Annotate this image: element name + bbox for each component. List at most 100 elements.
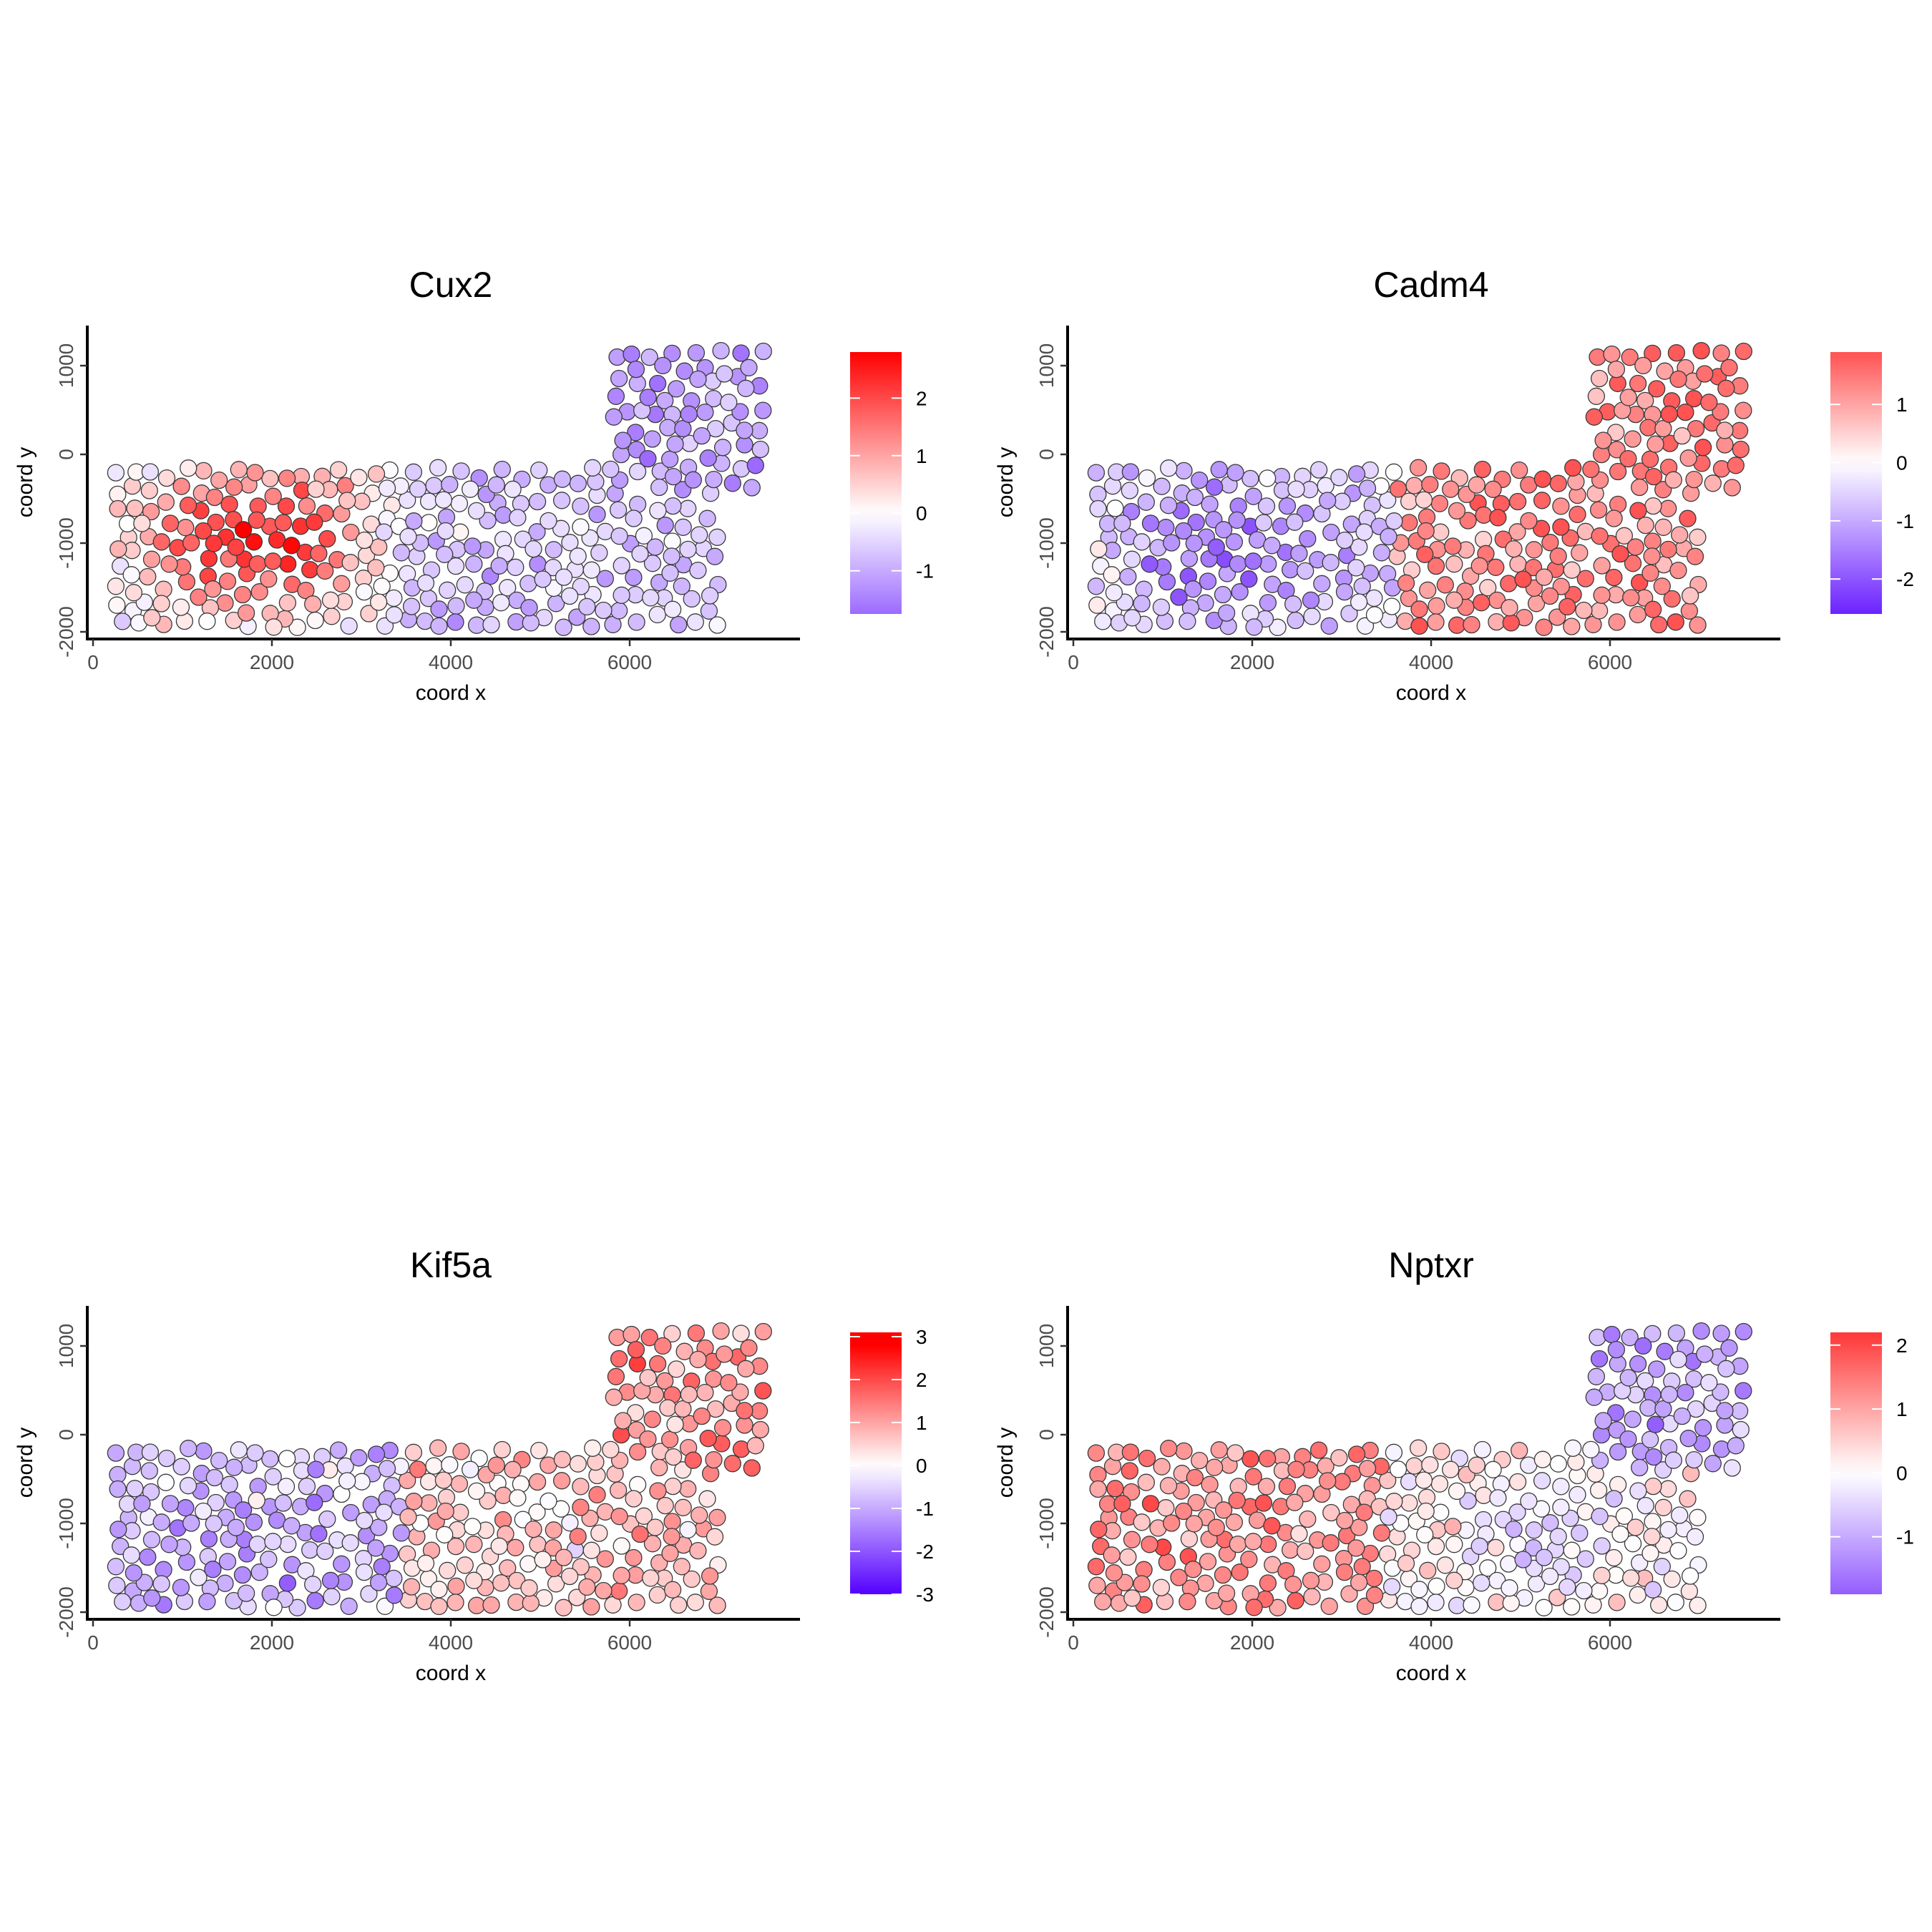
data-point: [1254, 514, 1273, 532]
data-point: [1088, 1576, 1106, 1594]
data-point: [1205, 478, 1224, 496]
data-point: [520, 1579, 538, 1597]
data-point: [1669, 561, 1687, 580]
data-point: [1533, 1450, 1552, 1468]
data-point: [1380, 527, 1397, 546]
data-point: [1157, 519, 1175, 537]
data-point: [1720, 358, 1738, 376]
data-point: [274, 1494, 293, 1512]
data-point: [1589, 1328, 1606, 1347]
data-point: [108, 596, 126, 614]
data-point: [207, 513, 225, 532]
data-point: [743, 1459, 761, 1477]
data-point: [1257, 1478, 1276, 1496]
data-point: [494, 530, 512, 549]
data-point: [353, 1473, 371, 1491]
data-point: [452, 1503, 469, 1521]
data-point: [1428, 597, 1445, 615]
data-point: [1686, 1528, 1704, 1546]
data-point: [674, 419, 692, 438]
data-point: [265, 618, 283, 636]
data-point: [679, 1521, 697, 1539]
data-point: [1591, 527, 1609, 545]
data-point: [754, 1382, 772, 1400]
data-point: [732, 1440, 751, 1458]
data-point: [1509, 1536, 1527, 1553]
points: [1087, 341, 1752, 636]
data-point: [1087, 1558, 1106, 1576]
data-point: [108, 1576, 126, 1594]
data-point: [1245, 618, 1263, 636]
data-point: [1240, 1551, 1258, 1568]
data-point: [479, 1492, 497, 1510]
data-point: [656, 1496, 674, 1515]
data-point: [1735, 401, 1752, 419]
data-point: [333, 1555, 351, 1573]
data-point: [1689, 1508, 1707, 1526]
x-tick-label: 4000: [429, 651, 473, 673]
data-point: [462, 480, 479, 498]
data-point: [664, 1448, 683, 1466]
data-point: [1179, 1593, 1196, 1611]
data-point: [210, 471, 228, 489]
data-point: [572, 518, 590, 536]
data-point: [227, 1518, 245, 1536]
data-point: [670, 615, 688, 634]
data-point: [1634, 356, 1652, 375]
data-point: [602, 1440, 620, 1459]
data-point: [210, 1451, 228, 1470]
data-point: [693, 1407, 711, 1425]
data-point: [552, 1472, 571, 1490]
data-point: [1433, 462, 1450, 480]
legend-tick-label: 2: [916, 1369, 927, 1391]
data-point: [1333, 492, 1351, 510]
data-point: [1549, 474, 1567, 492]
data-point: [265, 1599, 283, 1616]
data-point: [1653, 577, 1671, 595]
data-point: [1669, 1541, 1687, 1560]
data-point: [264, 1533, 282, 1551]
data-point: [1191, 1451, 1209, 1470]
data-point: [1186, 1468, 1204, 1487]
data-point: [109, 1480, 127, 1498]
data-point: [1263, 1517, 1281, 1535]
data-point: [1430, 1475, 1449, 1493]
data-point: [1475, 506, 1493, 524]
data-point: [157, 1473, 175, 1491]
data-point: [1621, 1329, 1639, 1347]
data-point: [613, 557, 630, 575]
data-point: [1297, 562, 1314, 580]
data-point: [1448, 502, 1466, 520]
data-point: [1207, 538, 1225, 556]
data-point: [1654, 1498, 1672, 1516]
data-point: [200, 550, 218, 567]
data-point: [572, 1478, 590, 1496]
data-point: [1654, 1400, 1672, 1418]
data-point: [1248, 531, 1267, 549]
data-point: [610, 1508, 628, 1526]
data-point: [439, 1561, 457, 1579]
data-point: [1575, 1581, 1593, 1600]
data-point: [701, 587, 719, 605]
data-point: [1659, 1521, 1677, 1539]
data-point: [1505, 540, 1523, 558]
data-point: [1141, 514, 1160, 532]
data-point: [1685, 1450, 1703, 1469]
data-point: [700, 602, 718, 620]
data-point: [355, 1563, 374, 1581]
data-point: [385, 1586, 404, 1604]
data-point: [1415, 1471, 1433, 1489]
data-point: [1159, 497, 1178, 514]
data-point: [1679, 1430, 1697, 1448]
data-point: [1245, 1599, 1263, 1616]
data-point: [1299, 1510, 1317, 1528]
data-point: [118, 514, 137, 532]
data-point: [1199, 1553, 1217, 1571]
data-point: [340, 617, 358, 635]
data-point: [248, 1491, 265, 1510]
data-point: [1641, 450, 1659, 468]
data-point: [1225, 1513, 1244, 1531]
panel-kif5a: Kif5a 0 2000 4000 6000 -2000 -1000 0 1000 coord x…: [14, 1245, 934, 1685]
data-point: [552, 1500, 570, 1518]
data-point: [1587, 1367, 1606, 1385]
